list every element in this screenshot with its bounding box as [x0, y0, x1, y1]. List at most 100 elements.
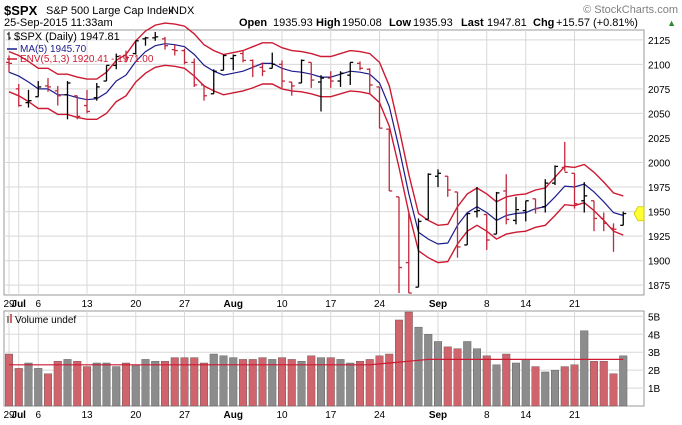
volume-bar: [268, 359, 277, 407]
volume-tick-label: 1B: [648, 384, 661, 395]
volume-bar: [395, 319, 404, 407]
legend-ma: MA(5) 1945.70: [20, 44, 87, 55]
last-value: 1947.81: [487, 17, 527, 29]
volume-bar: [209, 353, 218, 407]
ohlc-bar: [230, 54, 237, 71]
volume-bar: [141, 359, 150, 407]
price-tick-label: 2125: [648, 36, 671, 47]
date-tick-label: Sep: [429, 299, 447, 310]
date-tick-label: 20: [130, 299, 142, 310]
last-label: Last: [461, 17, 484, 29]
ohlc-bar: [386, 128, 393, 192]
ohlc-bar: [396, 196, 402, 294]
ohlc-bar: [444, 175, 451, 197]
date-tick-label: 10: [276, 299, 288, 310]
ohlc-bar: [220, 54, 227, 71]
ohlc-bar: [337, 71, 344, 87]
price-tick-label: 1925: [648, 232, 671, 243]
price-grid: [4, 30, 644, 295]
ohlc-bar: [181, 48, 188, 65]
price-tick-label: 1875: [648, 281, 671, 292]
ohlc-bar: [191, 58, 198, 87]
date-tick-label: 29: [3, 410, 15, 421]
ohlc-bar: [123, 50, 129, 63]
legend-price: $SPX (Daily) 1947.81: [14, 31, 120, 43]
up-arrow-icon: ▲: [667, 18, 676, 28]
volume-bar: [443, 346, 452, 407]
price-tick-label: 2050: [648, 109, 671, 120]
date-tick-label: Aug: [224, 299, 243, 310]
volume-bar: [229, 357, 238, 407]
ohlc-bar: [542, 179, 549, 213]
volume-bar: [131, 364, 140, 407]
volume-bar: [238, 359, 247, 407]
open-value: 1935.93: [273, 17, 313, 29]
last-price-badge: [633, 206, 645, 222]
volume-bar: [375, 355, 384, 407]
volume-bar: [219, 355, 228, 407]
date-tick-label: 14: [520, 410, 532, 421]
volume-bar: [258, 357, 267, 407]
ohlc-bar: [210, 69, 217, 95]
volume-bar: [53, 360, 62, 407]
volume-bar: [297, 360, 306, 407]
high-value: 1950.08: [342, 17, 382, 29]
price-tick-label: 1950: [648, 208, 671, 219]
chg-label: Chg: [533, 17, 554, 29]
volume-bar: [492, 364, 501, 407]
date-tick-label: 8: [484, 410, 490, 421]
ohlc-bar: [15, 83, 22, 107]
ohlc-bar: [513, 196, 519, 225]
volume-legend-icon: [7, 314, 12, 323]
date-tick-label: 17: [325, 299, 337, 310]
volume-tick-label: 3B: [648, 348, 661, 359]
ohlc-bar: [347, 61, 354, 85]
ohlc-bar: [132, 40, 139, 55]
volume-bars: [4, 311, 628, 407]
volume-bar: [521, 359, 530, 407]
ohlc-bar: [74, 95, 81, 120]
date-tick-label: 8: [484, 299, 490, 310]
volume-bar: [482, 355, 491, 407]
ohlc-bar: [64, 81, 71, 120]
price-tick-label: 2000: [648, 159, 671, 170]
ma-line: [8, 43, 624, 245]
ohlc-bar: [464, 212, 471, 246]
price-tick-label: 1975: [648, 183, 671, 194]
volume-bar: [63, 359, 72, 407]
date-tick-label: 24: [374, 299, 386, 310]
ohlc-bar: [454, 191, 461, 258]
date-tick-label: 6: [35, 299, 41, 310]
ohlc-bar: [522, 200, 529, 222]
last-price-marker: [633, 206, 645, 222]
volume-bar: [24, 362, 33, 407]
ohlc-bar: [279, 60, 285, 88]
volume-bar: [619, 355, 628, 407]
volume-axis: 1B 2B 3B 4B 5B: [648, 312, 661, 395]
ohlc-bar: [366, 68, 373, 94]
ohlc-bar: [171, 44, 178, 56]
exchange: INDX: [168, 5, 195, 17]
volume-bar: [365, 359, 374, 407]
ohlc-bar: [45, 78, 51, 92]
volume-average-line: [9, 358, 624, 366]
volume-bar: [287, 359, 296, 407]
volume-bar: [34, 368, 43, 407]
volume-tick-label: 5B: [648, 312, 661, 323]
price-tick-label: 2100: [648, 60, 671, 71]
volume-bar: [190, 357, 199, 407]
volume-legend: Volume undef: [7, 314, 76, 326]
ohlc-bar: [288, 81, 295, 96]
volume-bar: [463, 341, 472, 407]
envelope-upper-line: [8, 22, 624, 227]
date-tick-label: 24: [374, 410, 386, 421]
volume-tick-label: 2B: [648, 366, 661, 377]
ohlc-bar: [571, 172, 578, 209]
volume-bar: [82, 366, 91, 407]
volume-average-path: [9, 358, 624, 366]
ohlc-bar: [240, 50, 246, 63]
low-value: 1935.93: [413, 17, 453, 29]
ohlc-bar: [84, 89, 90, 114]
